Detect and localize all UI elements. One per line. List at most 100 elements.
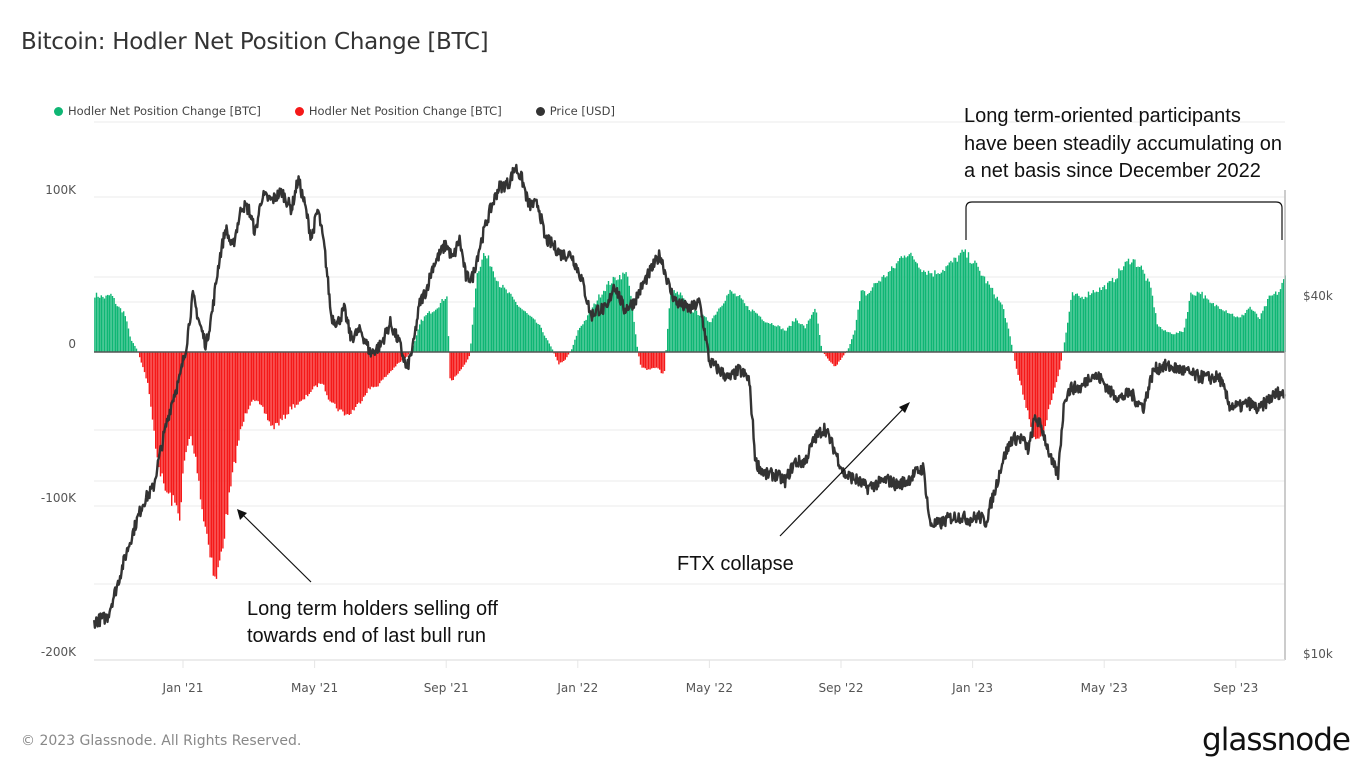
bar-negative <box>1031 352 1034 431</box>
bar-negative <box>201 352 203 510</box>
bar-positive <box>772 325 774 352</box>
annotation-bracket <box>965 201 1283 240</box>
bar-positive <box>547 340 549 352</box>
x-tick-label: Sep '21 <box>424 681 469 695</box>
bar-negative <box>163 352 165 484</box>
bar-negative <box>372 352 374 388</box>
bar-positive <box>591 307 594 352</box>
bar-negative <box>825 352 827 357</box>
bar-negative <box>308 352 310 394</box>
bar-positive <box>94 297 96 352</box>
bar-positive <box>1249 306 1251 352</box>
bar-positive <box>913 259 915 352</box>
bar-positive <box>510 293 512 352</box>
bar-positive <box>1199 294 1202 352</box>
bar-positive <box>871 287 874 352</box>
bar-positive <box>1204 295 1206 352</box>
legend-label: Price [USD] <box>549 104 615 118</box>
bar-negative <box>566 352 568 358</box>
bar-positive <box>1107 282 1109 352</box>
legend-item-net-position-positive[interactable]: Hodler Net Position Change [BTC] <box>54 104 261 118</box>
bar-positive <box>497 281 499 352</box>
bar-negative <box>273 352 275 430</box>
bar-positive <box>439 303 442 352</box>
bar-positive <box>1270 295 1272 352</box>
bar-positive <box>764 322 766 352</box>
legend-item-price[interactable]: Price [USD] <box>535 104 615 118</box>
bar-positive <box>731 291 733 352</box>
bar-positive <box>1110 281 1112 352</box>
bar-positive <box>527 314 530 352</box>
bar-positive <box>1006 322 1008 352</box>
bar-positive <box>697 315 699 352</box>
copyright-footer: © 2023 Glassnode. All Rights Reserved. <box>21 733 302 749</box>
bar-positive <box>795 318 797 352</box>
bar-positive <box>782 328 784 352</box>
bar-positive <box>1004 318 1006 352</box>
bar-negative <box>297 352 299 405</box>
bar-negative <box>327 352 330 400</box>
bar-positive <box>1129 264 1131 352</box>
bar-positive <box>963 251 965 352</box>
bar-negative <box>223 352 226 539</box>
bar-positive <box>116 306 118 352</box>
bar-positive <box>484 255 486 352</box>
bar-positive <box>1137 266 1139 352</box>
bar-negative <box>1027 352 1029 411</box>
bar-positive <box>1163 330 1165 352</box>
bar-positive <box>1089 295 1091 352</box>
bar-positive <box>903 255 906 352</box>
bar-negative <box>407 352 410 355</box>
bar-positive <box>857 309 859 352</box>
bar-negative <box>833 352 835 367</box>
bar-positive <box>1191 294 1194 352</box>
bar-negative <box>257 352 259 402</box>
bar-negative <box>203 352 205 522</box>
bar-positive <box>793 321 795 352</box>
bar-positive <box>887 271 890 352</box>
bar-negative <box>238 352 240 441</box>
bar-positive <box>471 324 474 352</box>
bar-positive <box>950 260 952 352</box>
bar-positive <box>1009 336 1011 352</box>
bar-positive <box>1070 299 1072 352</box>
bar-positive <box>1243 315 1245 352</box>
glassnode-logo[interactable]: glassnode <box>1202 722 1351 758</box>
bar-positive <box>873 283 875 352</box>
bar-positive <box>1235 317 1237 352</box>
bar-positive <box>428 311 430 352</box>
bar-positive <box>619 275 621 352</box>
bar-positive <box>878 280 880 352</box>
bar-negative <box>334 352 336 404</box>
bar-positive <box>767 323 770 352</box>
bar-positive <box>687 308 690 352</box>
bar-positive <box>926 274 928 352</box>
bar-positive <box>574 339 576 352</box>
bar-positive <box>571 349 573 352</box>
bar-negative <box>235 352 237 464</box>
bar-negative <box>302 352 304 400</box>
bar-positive <box>1099 287 1101 352</box>
bar-negative <box>351 352 354 410</box>
bar-positive <box>443 300 445 352</box>
bar-positive <box>99 297 101 352</box>
bar-positive <box>692 312 694 352</box>
bar-positive <box>1095 291 1098 352</box>
bar-positive <box>617 279 619 352</box>
bar-positive <box>788 325 790 352</box>
bar-negative <box>315 352 317 386</box>
bar-positive <box>820 345 822 352</box>
bar-positive <box>590 311 592 352</box>
bar-positive <box>1254 311 1256 352</box>
bar-positive <box>876 282 878 352</box>
legend-item-net-position-negative[interactable]: Hodler Net Position Change [BTC] <box>294 104 502 118</box>
bar-negative <box>254 352 256 402</box>
bar-negative <box>463 352 466 365</box>
bar-negative <box>241 352 243 427</box>
bar-positive <box>419 324 421 352</box>
bar-positive <box>732 293 734 352</box>
bar-positive <box>431 312 434 352</box>
bar-positive <box>1188 300 1190 352</box>
bar-negative <box>393 352 395 368</box>
bar-negative <box>167 352 170 494</box>
